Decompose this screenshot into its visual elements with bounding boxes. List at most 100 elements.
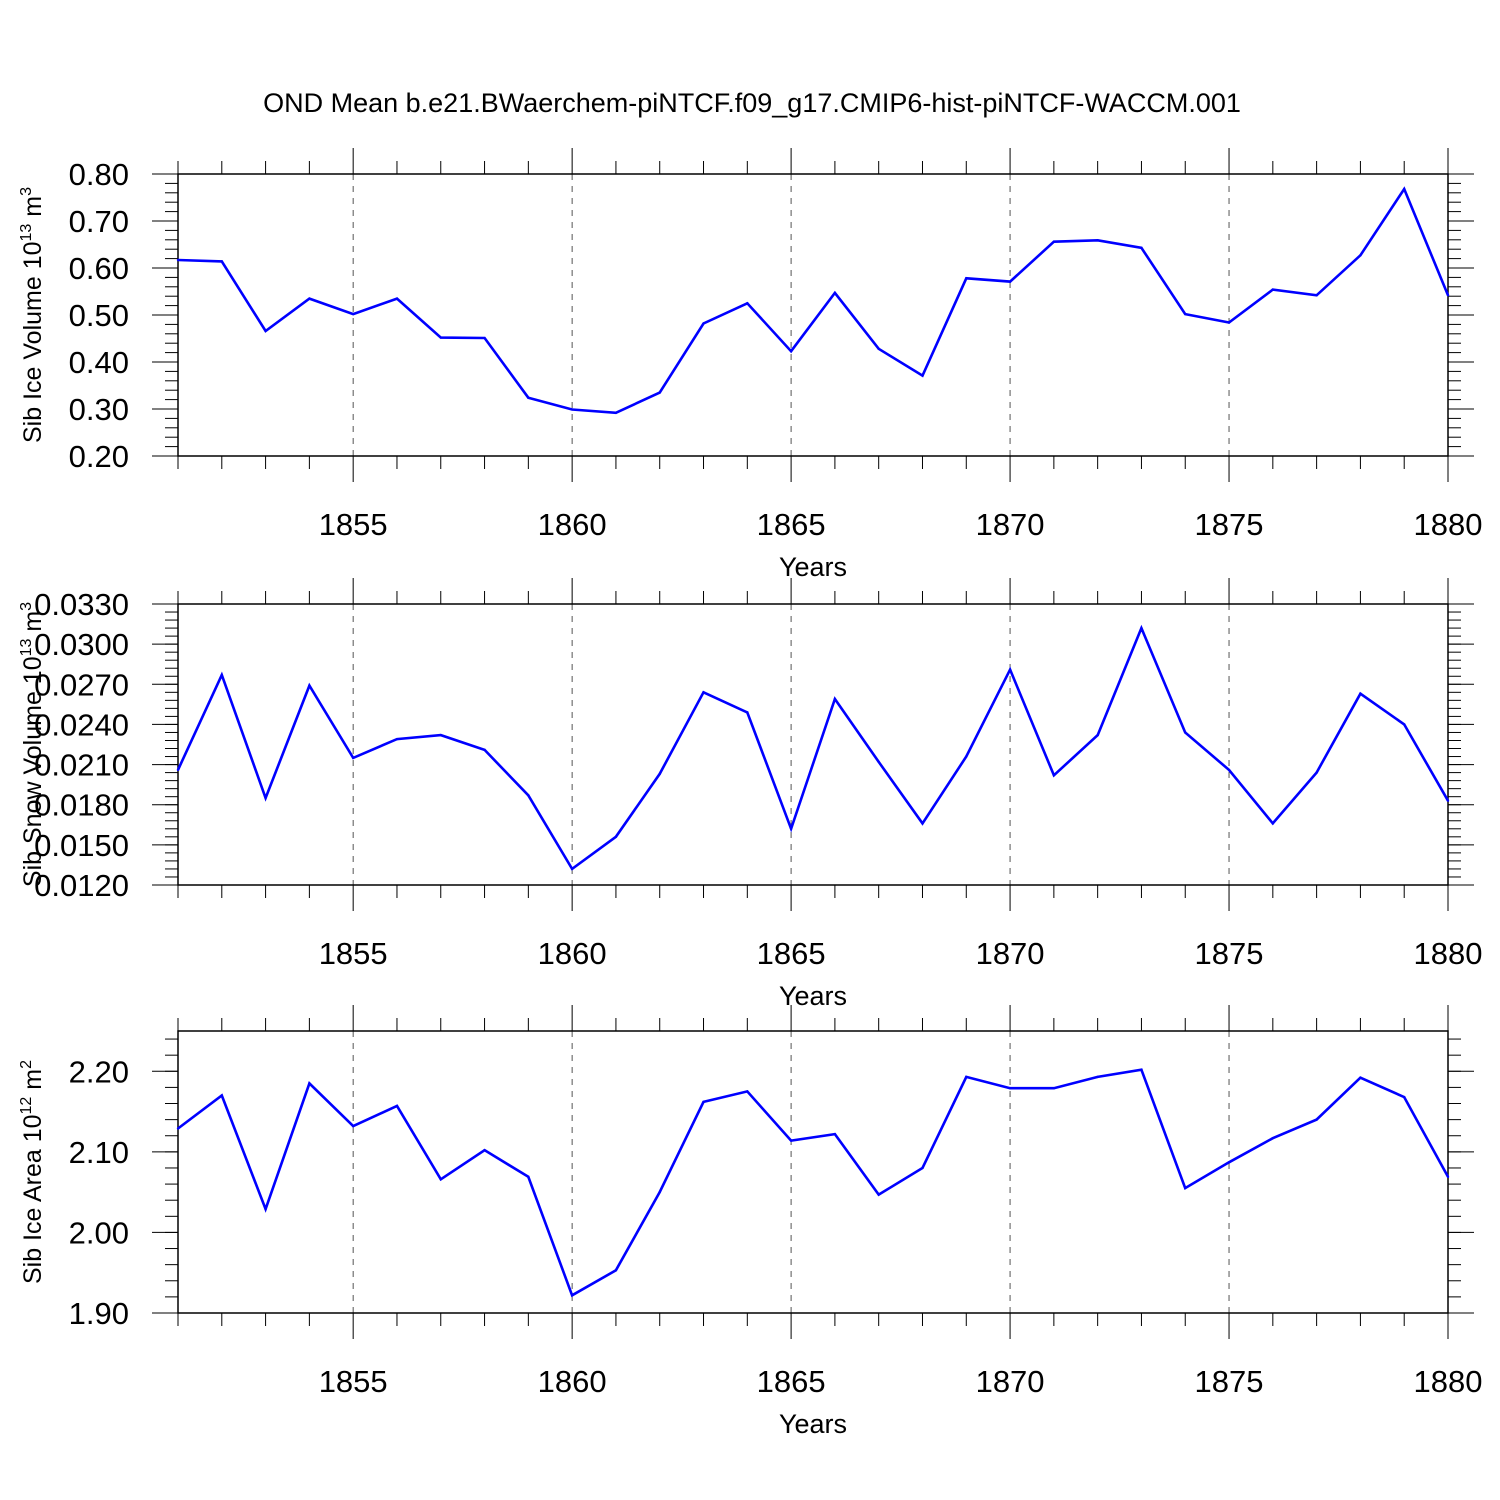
y-tick-label: 0.0180	[34, 788, 129, 823]
x-tick-label: 1880	[1414, 1364, 1483, 1399]
y-tick-label: 0.0300	[34, 627, 129, 662]
x-tick-label: 1855	[319, 1364, 388, 1399]
data-point	[1140, 246, 1143, 249]
data-point	[308, 297, 311, 300]
data-point	[921, 1166, 924, 1170]
data-point	[176, 258, 180, 262]
x-axis-label: Years	[779, 981, 847, 1011]
data-point	[483, 336, 486, 340]
data-point	[483, 748, 486, 752]
data-point	[1140, 626, 1143, 630]
data-point	[746, 302, 749, 305]
data-point	[702, 691, 705, 694]
data-point	[833, 291, 837, 295]
data-point	[439, 733, 442, 737]
data-point	[1184, 731, 1187, 734]
y-axis-label: Sib Ice Volume 1013 m3	[18, 187, 47, 443]
data-point	[308, 1082, 311, 1085]
x-tick-label: 1865	[757, 507, 826, 542]
panel-3: 1855 1860 1865 1870 1875 1880 Years 1.90 2.00 2.1…	[18, 1005, 1482, 1439]
data-point	[833, 1132, 837, 1136]
data-point	[965, 277, 968, 280]
data-point	[264, 1207, 267, 1211]
data-point	[921, 374, 924, 377]
data-point	[1446, 294, 1450, 297]
y-tick-label: 0.0240	[34, 707, 129, 742]
x-tick-label: 1870	[976, 1364, 1045, 1399]
x-axis-label: Years	[779, 552, 847, 582]
data-point	[833, 697, 837, 701]
data-point	[1271, 288, 1275, 291]
data-point	[570, 1294, 574, 1297]
x-tick-label: 1865	[757, 1364, 826, 1399]
data-point	[614, 835, 618, 839]
x-tick-label: 1875	[1195, 507, 1264, 542]
data-point	[789, 349, 793, 353]
x-tick-label: 1855	[319, 507, 388, 542]
series-line	[177, 1068, 1450, 1298]
x-tick-label: 1880	[1414, 507, 1483, 542]
y-tick-label: 0.0210	[34, 748, 129, 783]
x-tick-label: 1875	[1195, 936, 1264, 971]
data-point	[965, 1075, 968, 1079]
data-point	[921, 822, 924, 825]
data-point	[614, 411, 618, 414]
y-tick-label: 2.10	[69, 1135, 129, 1170]
data-point	[1096, 239, 1099, 242]
x-tick-label: 1855	[319, 936, 388, 971]
data-point	[614, 1269, 618, 1272]
data-point	[570, 408, 574, 411]
data-point	[1359, 692, 1362, 695]
x-tick-label: 1870	[976, 507, 1045, 542]
x-tick-label: 1860	[538, 936, 607, 971]
data-point	[746, 1090, 749, 1093]
data-point	[483, 1149, 486, 1152]
y-tick-label: 0.80	[69, 157, 129, 192]
data-point	[702, 322, 705, 325]
data-point	[1403, 723, 1406, 726]
y-tick-label: 0.0330	[34, 587, 129, 622]
y-axis-label: Sib Ice Area 1012 m2	[18, 1060, 47, 1284]
plot-frame	[177, 603, 1449, 886]
y-tick-label: 0.20	[69, 439, 129, 474]
data-point	[527, 396, 530, 399]
data-point	[658, 772, 661, 776]
data-point	[220, 673, 223, 677]
data-point	[1271, 822, 1275, 825]
data-point	[746, 711, 749, 714]
y-tick-label: 0.50	[69, 298, 129, 333]
data-point	[877, 760, 880, 764]
data-point	[1008, 1087, 1012, 1090]
y-tick-label: 0.60	[69, 251, 129, 286]
y-tick-label: 2.00	[69, 1215, 129, 1250]
data-point	[1052, 240, 1056, 243]
data-point	[439, 1178, 442, 1181]
data-point	[395, 297, 399, 300]
data-point	[1140, 1068, 1143, 1071]
x-tick-label: 1865	[757, 936, 826, 971]
data-point	[1096, 1075, 1099, 1079]
y-tick-label: 0.70	[69, 204, 129, 239]
data-point	[351, 1124, 355, 1128]
data-point	[1359, 254, 1362, 257]
data-point	[351, 312, 355, 316]
data-point	[702, 1100, 705, 1104]
y-tick-label: 2.20	[69, 1054, 129, 1089]
data-point	[1227, 1161, 1231, 1164]
data-point	[1359, 1076, 1362, 1079]
data-point	[1315, 1118, 1318, 1121]
y-tick-label: 0.0150	[34, 828, 129, 863]
data-point	[264, 329, 267, 333]
data-point	[877, 1193, 880, 1196]
y-tick-label: 0.0270	[34, 667, 129, 702]
main-title: OND Mean b.e21.BWaerchem-piNTCF.f09_g17.…	[263, 88, 1241, 118]
data-point	[1446, 1175, 1450, 1179]
data-point	[439, 336, 442, 339]
data-point	[789, 827, 793, 830]
data-point	[1315, 294, 1318, 297]
y-tick-label: 0.30	[69, 392, 129, 427]
data-point	[308, 684, 311, 687]
data-point	[658, 391, 661, 394]
data-point	[1096, 733, 1099, 737]
